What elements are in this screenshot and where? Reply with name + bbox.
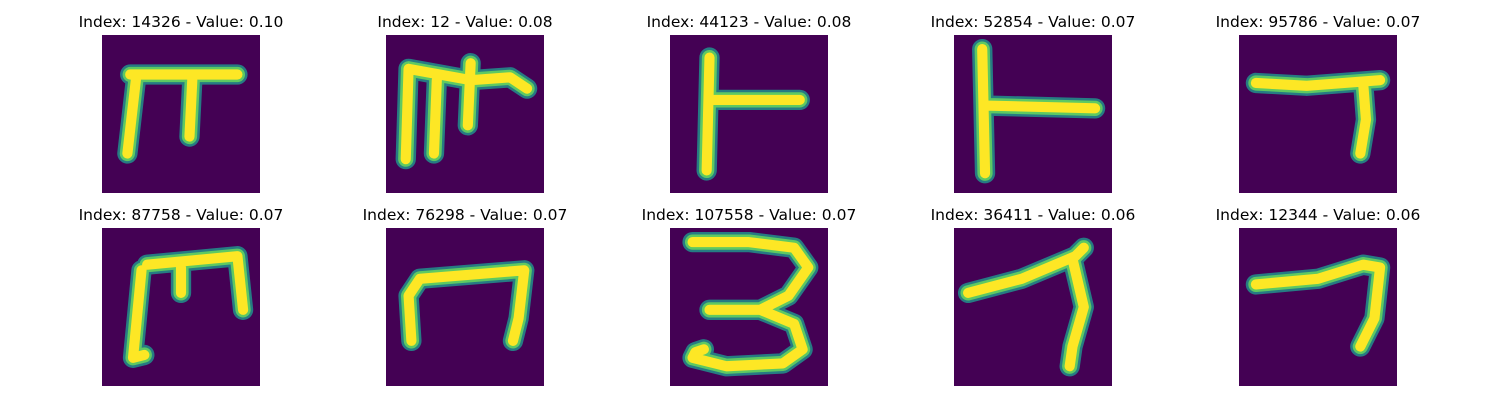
panel-title: Index: 52854 - Value: 0.07 [930,13,1136,31]
panel-title: Index: 95786 - Value: 0.07 [1215,13,1421,31]
glyph-image [386,35,544,193]
panel-title: Index: 87758 - Value: 0.07 [78,206,284,224]
glyph-image [102,35,260,193]
panel-title: Index: 76298 - Value: 0.07 [362,206,568,224]
panel-title: Index: 107558 - Value: 0.07 [641,206,857,224]
glyph-image [670,228,828,386]
glyph-image [386,228,544,386]
panel-title: Index: 14326 - Value: 0.10 [78,13,284,31]
glyph-image [102,228,260,386]
glyph-image [954,35,1112,193]
panel-title: Index: 44123 - Value: 0.08 [646,13,852,31]
panel-title: Index: 12344 - Value: 0.06 [1215,206,1421,224]
panel-title: Index: 36411 - Value: 0.06 [930,206,1136,224]
glyph-image [1239,35,1397,193]
glyph-image [1239,228,1397,386]
glyph-image [670,35,828,193]
glyph-image [954,228,1112,386]
panel-title: Index: 12 - Value: 0.08 [377,13,553,31]
